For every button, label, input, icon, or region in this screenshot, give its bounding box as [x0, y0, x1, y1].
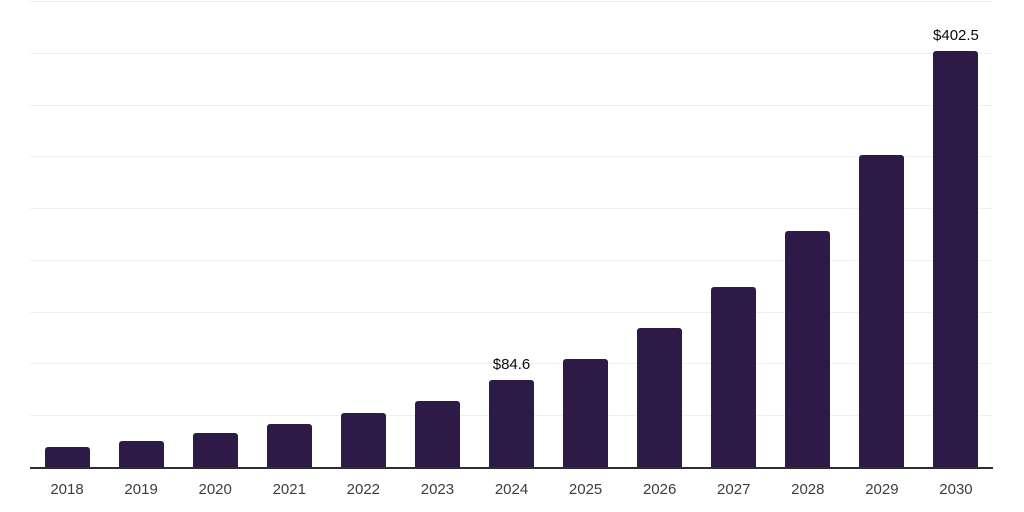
x-axis-label-2019: 2019 — [124, 481, 158, 498]
gridline — [30, 311, 993, 313]
x-axis-label-2025: 2025 — [568, 481, 603, 498]
bar-2020 — [192, 433, 238, 468]
bar-slot-2022 — [326, 0, 400, 468]
bar-series: $84.6 $402.5 — [30, 0, 993, 468]
x-axis-label-2020: 2020 — [198, 481, 232, 498]
bar-2019 — [118, 440, 164, 468]
value-label-2030: $402.5 — [933, 27, 979, 45]
bar-slot-2024: $84.6 — [474, 0, 548, 468]
value-label-2024: $84.6 — [492, 356, 531, 374]
bar-2026 — [637, 328, 683, 468]
bar-2023 — [414, 400, 460, 468]
gridline — [30, 156, 993, 158]
x-axis-label-2030: 2030 — [939, 481, 973, 498]
gridline — [30, 104, 993, 106]
plot-area: $84.6 $402.5 — [30, 0, 993, 469]
x-axis-label-2027: 2027 — [717, 481, 751, 498]
bar-2024 — [489, 380, 534, 468]
x-axis-label-2029: 2029 — [865, 481, 899, 498]
gridline — [30, 259, 993, 261]
bar-2025 — [563, 359, 609, 468]
gridline — [30, 52, 993, 54]
x-axis-tick-labels: 2018 2019 2020 2021 2022 2023 2024 2025 2026 2027… — [30, 478, 993, 502]
bar-slot-2029 — [845, 0, 919, 468]
bar-2022 — [340, 413, 386, 468]
bar-slot-2028 — [771, 0, 845, 468]
gridline — [30, 363, 993, 365]
x-axis-label-2022: 2022 — [346, 481, 381, 498]
x-axis-label-2028: 2028 — [791, 481, 825, 498]
gridline — [30, 1, 993, 2]
x-axis-label-2018: 2018 — [50, 481, 84, 498]
x-axis-label-2021: 2021 — [272, 481, 306, 498]
bar-2027 — [711, 286, 757, 468]
x-axis-label-2024: 2024 — [494, 481, 529, 498]
bar-slot-2030: $402.5 — [919, 0, 993, 468]
bar-slot-2026 — [623, 0, 697, 468]
bar-2029 — [859, 154, 905, 468]
gridline — [30, 208, 993, 210]
x-axis-label-2026: 2026 — [642, 481, 677, 498]
bar-slot-2019 — [104, 0, 178, 468]
bar-2018 — [44, 447, 90, 468]
bar-slot-2025 — [549, 0, 623, 468]
bar-slot-2018 — [30, 0, 104, 468]
bar-slot-2020 — [178, 0, 252, 468]
bar-2028 — [785, 230, 831, 468]
bar-2030 — [933, 51, 979, 468]
bar-2021 — [266, 424, 312, 468]
x-axis-label-2023: 2023 — [420, 481, 455, 498]
bar-slot-2027 — [697, 0, 771, 468]
x-axis-line — [30, 467, 993, 469]
bar-slot-2021 — [252, 0, 326, 468]
bar-slot-2023 — [400, 0, 474, 468]
